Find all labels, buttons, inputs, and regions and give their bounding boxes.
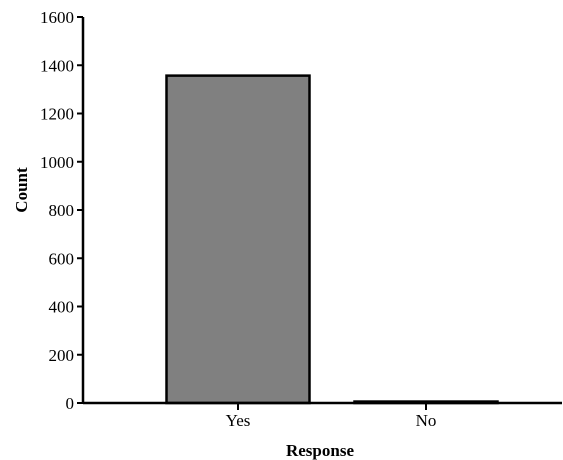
y-tick-label: 1600: [40, 8, 74, 27]
y-tick-label: 1200: [40, 105, 74, 124]
x-tick-label: Yes: [226, 411, 251, 430]
y-tick-label: 1000: [40, 153, 74, 172]
y-tick-label: 200: [49, 346, 75, 365]
y-axis-ticks: 0 200 400 600 800 1000 1200 1400 1600: [40, 8, 83, 413]
y-axis-title: Count: [12, 167, 31, 213]
y-tick-label: 400: [49, 298, 75, 317]
y-tick-label: 1400: [40, 56, 74, 75]
y-tick-label: 0: [66, 394, 75, 413]
x-tick-label: No: [416, 411, 437, 430]
y-tick-label: 600: [49, 249, 75, 268]
bar-yes: [165, 74, 311, 405]
y-tick-label: 800: [49, 201, 75, 220]
x-axis-ticks: Yes No: [226, 403, 437, 430]
x-axis-title: Response: [286, 441, 354, 460]
bars: [165, 74, 499, 405]
